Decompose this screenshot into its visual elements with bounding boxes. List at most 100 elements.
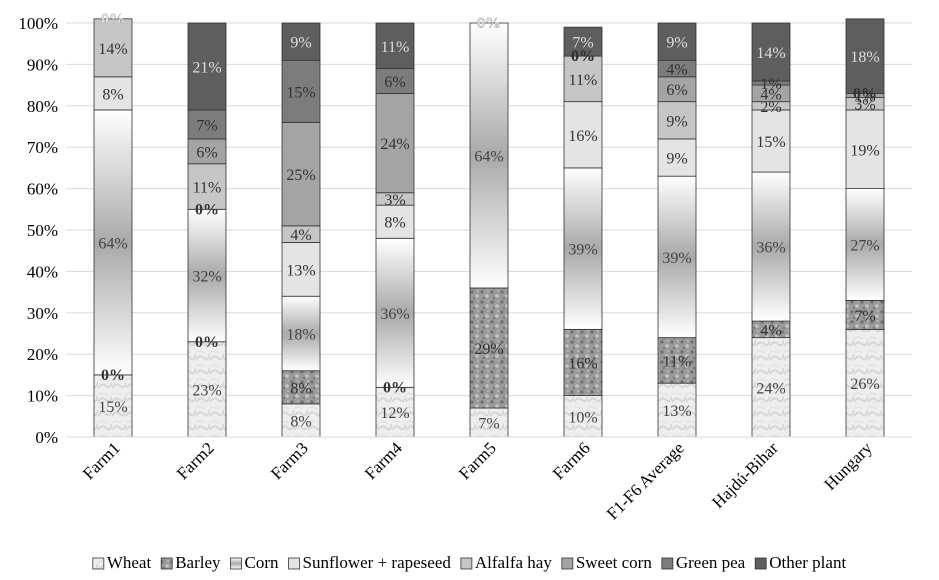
bar-segment bbox=[375, 237, 415, 388]
data-label: 13% bbox=[286, 262, 315, 279]
bar-segment bbox=[657, 22, 697, 61]
data-label: 4% bbox=[760, 86, 781, 103]
bar-segment bbox=[751, 171, 791, 322]
data-label: 36% bbox=[756, 240, 785, 257]
data-label: 32% bbox=[192, 269, 221, 286]
data-label: 18% bbox=[850, 49, 879, 66]
bar-segment bbox=[375, 92, 415, 194]
y-tick-label: 100% bbox=[18, 14, 58, 33]
bar-segment bbox=[93, 18, 133, 78]
legend-entry: Green pea bbox=[676, 553, 746, 572]
data-label: 15% bbox=[98, 399, 127, 416]
data-label: 6% bbox=[666, 82, 687, 99]
data-label: 4% bbox=[666, 62, 687, 79]
legend-entry: Sweet corn bbox=[576, 553, 653, 572]
y-tick-label: 40% bbox=[27, 262, 58, 281]
y-tick-label: 60% bbox=[27, 180, 58, 199]
legend-swatch bbox=[160, 557, 173, 570]
data-label: 0% bbox=[477, 15, 501, 32]
bar-segment bbox=[281, 403, 321, 438]
bar-segment bbox=[657, 138, 697, 177]
data-label: 39% bbox=[662, 250, 691, 267]
data-label: 36% bbox=[380, 306, 409, 323]
data-label: 25% bbox=[286, 167, 315, 184]
legend-entry: Corn bbox=[245, 553, 280, 572]
bar-segment bbox=[657, 175, 697, 339]
data-label: 24% bbox=[756, 380, 785, 397]
x-category-label: Farm5 bbox=[455, 438, 500, 483]
data-label: 0% bbox=[101, 11, 125, 28]
bar-segment bbox=[469, 287, 509, 409]
data-label: 26% bbox=[850, 376, 879, 393]
x-category-label: Hajdú-Bihar bbox=[708, 438, 782, 512]
bar-segment bbox=[93, 109, 133, 376]
data-label: 9% bbox=[666, 35, 687, 52]
data-label: 0% bbox=[383, 379, 407, 396]
data-label: 16% bbox=[568, 355, 597, 372]
bar-segment bbox=[469, 22, 509, 289]
legend-swatch bbox=[230, 557, 242, 570]
bar-segment bbox=[375, 22, 415, 69]
bar-segment bbox=[187, 22, 227, 111]
data-label: 0% bbox=[101, 367, 125, 384]
legend-swatch bbox=[661, 557, 674, 570]
data-label: 0% bbox=[853, 85, 877, 102]
data-label: 7% bbox=[854, 308, 875, 325]
bar-segment bbox=[657, 76, 697, 103]
x-category-label: Farm6 bbox=[549, 438, 594, 483]
data-label: 19% bbox=[850, 142, 879, 159]
data-label: 11% bbox=[381, 39, 410, 56]
data-label: 0% bbox=[101, 11, 125, 28]
data-label: 2% bbox=[760, 99, 781, 116]
bar-segment bbox=[281, 22, 321, 61]
data-label: 0% bbox=[477, 15, 501, 32]
bar-segment bbox=[563, 26, 603, 57]
data-label: 24% bbox=[380, 136, 409, 153]
y-tick-label: 50% bbox=[27, 221, 58, 240]
data-label: 1% bbox=[854, 88, 875, 105]
data-label: 64% bbox=[98, 235, 127, 252]
legend-swatch bbox=[561, 557, 574, 570]
bar-segment bbox=[93, 76, 133, 111]
x-category-label: Hungary bbox=[820, 438, 876, 494]
data-label: 18% bbox=[286, 327, 315, 344]
data-label: 64% bbox=[474, 148, 503, 165]
bar-segment bbox=[93, 374, 133, 438]
legend-entry: Barley bbox=[175, 553, 221, 572]
data-label: 15% bbox=[756, 134, 785, 151]
bar-segment bbox=[657, 337, 697, 384]
legend-entry: Alfalfa hay bbox=[475, 553, 552, 572]
y-tick-label: 70% bbox=[27, 138, 58, 157]
legend-entry: Sunflower + rapeseed bbox=[303, 553, 452, 572]
data-label: 8% bbox=[290, 380, 311, 397]
y-tick-label: 90% bbox=[27, 55, 58, 74]
x-category-label: Farm3 bbox=[267, 438, 312, 483]
legend-swatch bbox=[460, 557, 473, 570]
data-label: 13% bbox=[662, 403, 691, 420]
data-label: 11% bbox=[663, 353, 692, 370]
data-label: 8% bbox=[384, 215, 405, 232]
data-label: 9% bbox=[290, 35, 311, 52]
bar-segment bbox=[281, 59, 321, 123]
bar-segment bbox=[187, 341, 227, 438]
data-label: 3% bbox=[854, 97, 875, 114]
data-label: 7% bbox=[478, 416, 499, 433]
bar-segment bbox=[281, 121, 321, 227]
data-label: 0% bbox=[571, 48, 595, 65]
bar-segment bbox=[375, 204, 415, 239]
data-label: 16% bbox=[568, 128, 597, 145]
data-label: 14% bbox=[756, 45, 785, 62]
data-label: 29% bbox=[474, 341, 503, 358]
data-label: 14% bbox=[98, 41, 127, 58]
data-label: 23% bbox=[192, 382, 221, 399]
y-tick-label: 0% bbox=[35, 428, 58, 447]
data-label: 0% bbox=[477, 15, 501, 32]
data-label: 11% bbox=[193, 180, 222, 197]
bar-segment bbox=[563, 101, 603, 169]
y-tick-label: 20% bbox=[27, 345, 58, 364]
data-label: 9% bbox=[666, 113, 687, 130]
data-label: 39% bbox=[568, 242, 597, 259]
data-label: 0% bbox=[195, 201, 219, 218]
bar-segment bbox=[845, 188, 885, 301]
